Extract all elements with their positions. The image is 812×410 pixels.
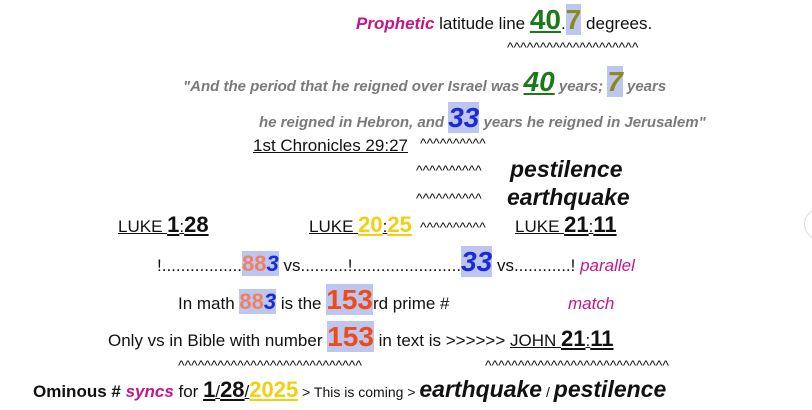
text: earthquake bbox=[419, 376, 543, 402]
text: in text is >>>>>> bbox=[373, 331, 511, 350]
number: 7 bbox=[607, 66, 623, 97]
number: 7 bbox=[565, 4, 582, 35]
number: 88 bbox=[242, 251, 267, 276]
line: he reigned in Hebron, and 33 years he re… bbox=[259, 102, 706, 133]
number: 153 bbox=[326, 284, 373, 315]
carets: ^^^^^^^^^^^^^^^^^^^^^^^^^^^^ bbox=[485, 357, 669, 373]
number: 40 bbox=[529, 4, 562, 35]
text: 28 bbox=[220, 377, 245, 402]
text: Only vs in Bible with number bbox=[108, 331, 328, 350]
line: !.................883 vs..........!.....… bbox=[157, 246, 635, 277]
text: 11 bbox=[590, 326, 614, 351]
text: match bbox=[568, 294, 615, 313]
number: 40 bbox=[523, 66, 555, 97]
number: 153 bbox=[327, 321, 374, 352]
text: 20 bbox=[358, 212, 383, 237]
number: 33 bbox=[448, 102, 480, 133]
text: !................. bbox=[157, 256, 243, 275]
line: Only vs in Bible with number 153 in text… bbox=[108, 321, 614, 352]
text: > This is coming > bbox=[298, 384, 420, 400]
text: : bbox=[588, 217, 594, 236]
text: : bbox=[382, 217, 388, 236]
ref: LUKE 20:25 bbox=[309, 214, 412, 236]
text: In math bbox=[178, 294, 240, 313]
line: Ominous # syncs for 1/28/2025 > This is … bbox=[33, 378, 666, 401]
text: . bbox=[561, 14, 566, 33]
word: pestilence bbox=[510, 156, 623, 182]
text: 2025 bbox=[249, 377, 299, 402]
carets: ^^^^^^^^^^ bbox=[416, 162, 482, 178]
text: / bbox=[215, 382, 221, 401]
text: years; bbox=[554, 78, 608, 95]
text: 1 bbox=[167, 212, 180, 237]
carets: ^^^^^^^^^^^^^^^^^^^^ bbox=[507, 39, 639, 55]
text: is the bbox=[276, 294, 327, 313]
carets: ^^^^^^^^^^ bbox=[420, 135, 486, 151]
text: : bbox=[179, 217, 185, 236]
text: 21 bbox=[561, 326, 586, 351]
line: "And the period that he reigned over Isr… bbox=[183, 66, 667, 97]
text: / bbox=[542, 384, 554, 400]
line: In math 883 is the 153rd prime # bbox=[178, 284, 450, 315]
text: LUKE bbox=[309, 217, 359, 236]
text: LUKE bbox=[515, 217, 565, 236]
text: " bbox=[183, 78, 191, 95]
carets: ^^^^^^^^^^ bbox=[420, 219, 486, 235]
text: 21 bbox=[564, 212, 589, 237]
number: 88 bbox=[239, 289, 264, 314]
text: Prophetic bbox=[356, 14, 435, 33]
text: " bbox=[698, 114, 706, 131]
line: Prophetic latitude line 40.7 degrees. bbox=[356, 4, 653, 35]
text: 28 bbox=[184, 212, 209, 237]
text: parallel bbox=[575, 256, 635, 275]
text: syncs bbox=[125, 382, 174, 401]
text: degrees. bbox=[581, 14, 653, 33]
text: 11 bbox=[593, 212, 617, 237]
text: 25 bbox=[387, 212, 412, 237]
carets: ^^^^^^^^^^^^^^^^^^^^^^^^^^^^ bbox=[178, 357, 362, 373]
number: 3 bbox=[263, 289, 277, 314]
text: / bbox=[244, 382, 250, 401]
reference: 1st Chronicles 29:27 bbox=[253, 136, 408, 155]
scroll-button[interactable] bbox=[804, 208, 812, 240]
number: 33 bbox=[461, 246, 493, 277]
ref: LUKE 21:11 bbox=[515, 214, 617, 236]
text: LUKE bbox=[118, 217, 168, 236]
text: 1 bbox=[203, 377, 216, 402]
text: pestilence bbox=[553, 376, 667, 402]
text: JOHN bbox=[510, 331, 562, 350]
text: : bbox=[585, 331, 591, 350]
text: vs............! bbox=[492, 256, 576, 275]
number: 3 bbox=[266, 251, 279, 276]
text: he reigned in Hebron, and bbox=[259, 114, 449, 131]
text: years he reigned in Jerusalem bbox=[479, 114, 699, 131]
text: latitude line bbox=[434, 14, 530, 33]
carets: ^^^^^^^^^^ bbox=[416, 190, 482, 206]
text: And the period that he reigned over Isra… bbox=[190, 78, 524, 95]
word: earthquake bbox=[507, 184, 630, 210]
text: vs..........!....................... bbox=[278, 256, 462, 275]
text: years bbox=[622, 78, 667, 95]
text: for bbox=[173, 382, 204, 401]
ref: LUKE 1:28 bbox=[118, 214, 209, 236]
text: Ominous # bbox=[33, 382, 126, 401]
text: rd prime # bbox=[372, 294, 450, 313]
